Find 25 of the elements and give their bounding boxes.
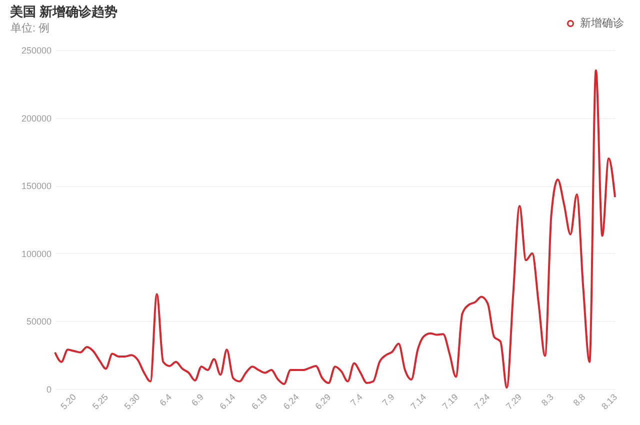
x-tick-label: 8.8 — [571, 392, 588, 408]
x-tick-label: 7.4 — [348, 392, 364, 408]
x-tick-label: 7.14 — [408, 392, 428, 412]
chart-title: 美国 新增确诊趋势 — [9, 4, 118, 19]
x-tick-label: 7.29 — [504, 392, 524, 412]
y-tick-label: 50000 — [26, 316, 52, 327]
y-tick-label: 150000 — [21, 181, 52, 192]
x-tick-label: 6.4 — [158, 392, 174, 408]
line-series — [54, 69, 616, 389]
y-axis-title: 单位: 例 — [10, 22, 50, 34]
x-tick-label: 6.14 — [218, 392, 238, 412]
x-tick-label: 7.24 — [472, 392, 492, 412]
y-tick-label: 0 — [46, 384, 52, 394]
y-tick-label: 100000 — [21, 248, 52, 259]
x-tick-label: 6.29 — [313, 392, 333, 412]
y-tick-label: 250000 — [21, 46, 52, 56]
x-tick-label: 7.19 — [440, 392, 460, 412]
x-tick-label: 7.9 — [380, 392, 396, 408]
x-tick-label: 6.19 — [250, 392, 270, 412]
x-tick-label: 6.24 — [281, 392, 301, 412]
x-tick-label: 8.3 — [539, 392, 556, 408]
x-tick-label: 8.13 — [600, 392, 620, 412]
legend-label: 新增确诊 — [580, 16, 624, 30]
y-tick-label: 200000 — [21, 113, 52, 124]
x-tick-label: 6.9 — [189, 392, 206, 408]
